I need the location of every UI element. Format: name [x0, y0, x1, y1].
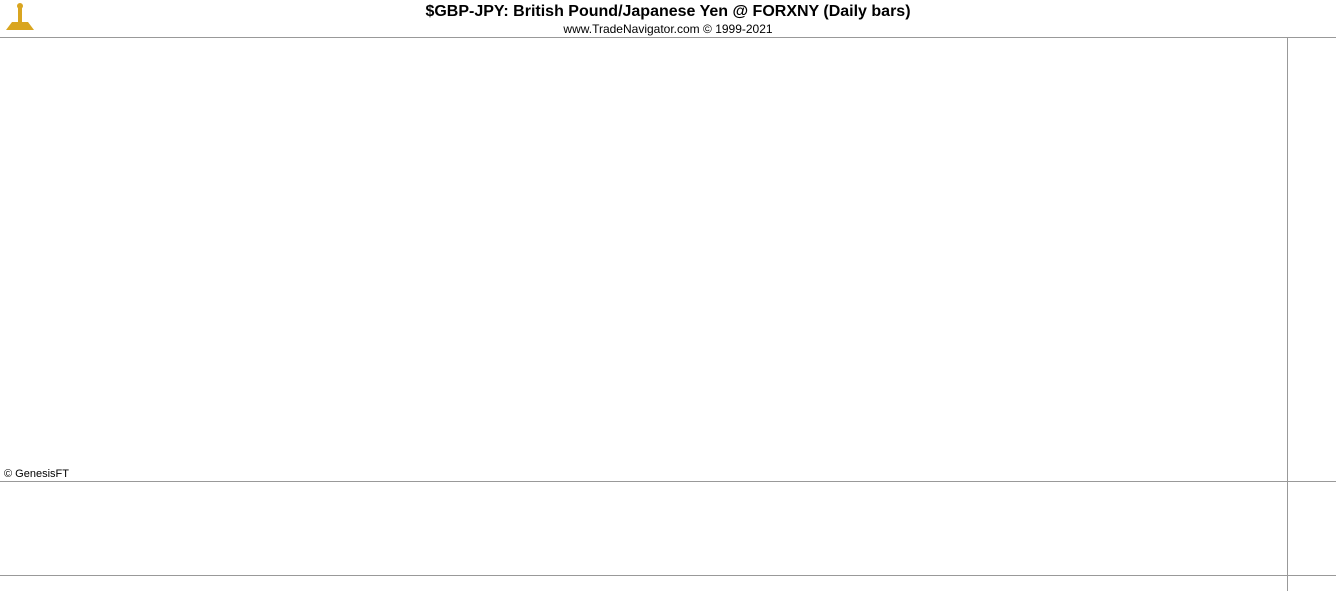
chart-title: $GBP-JPY: British Pound/Japanese Yen @ F…: [425, 3, 910, 20]
chart-subtitle: www.TradeNavigator.com © 1999-2021: [562, 22, 772, 36]
logo: [6, 3, 34, 30]
credit: © GenesisFT: [4, 468, 69, 480]
